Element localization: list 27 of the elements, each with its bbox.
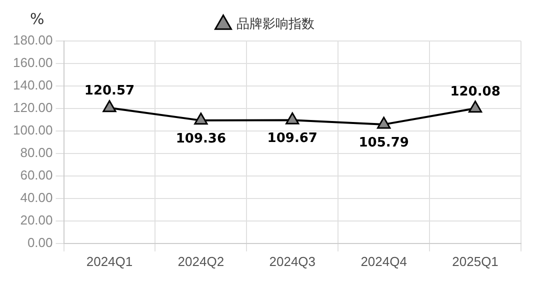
data-label: 105.79 xyxy=(358,135,409,150)
y-tick-label: 0.00 xyxy=(27,234,53,250)
point xyxy=(286,112,300,124)
x-tick-label: 2025Q1 xyxy=(452,254,498,269)
y-tick-label: 160.00 xyxy=(12,55,53,70)
point xyxy=(194,112,208,125)
x-tick-label: 2024Q2 xyxy=(178,254,224,269)
x-tick-label: 2024Q3 xyxy=(269,254,316,269)
y-tick-label: 140.00 xyxy=(12,78,53,93)
data-label: 109.67 xyxy=(267,130,318,146)
y-tick-label: 100.00 xyxy=(12,122,53,138)
data-label: 120.57 xyxy=(84,84,135,99)
y-tick-label: 120.00 xyxy=(12,100,53,116)
y-tick-label: 60.00 xyxy=(20,168,53,183)
point xyxy=(468,100,482,113)
y-tick-label: 40.00 xyxy=(20,190,53,205)
point xyxy=(377,116,391,129)
x-tick-label: 2024Q4 xyxy=(360,254,407,269)
data-label: 120.08 xyxy=(450,84,500,100)
legend-label: 品牌影响指数 xyxy=(236,16,314,32)
y-tick-label: 80.00 xyxy=(20,145,53,160)
point xyxy=(102,100,116,112)
x-tick-label: 2024Q1 xyxy=(86,254,133,269)
y-axis-title: % xyxy=(30,10,44,28)
y-tick-label: 180.00 xyxy=(12,32,53,48)
data-label: 109.36 xyxy=(176,131,226,146)
y-tick-label: 20.00 xyxy=(20,212,53,228)
